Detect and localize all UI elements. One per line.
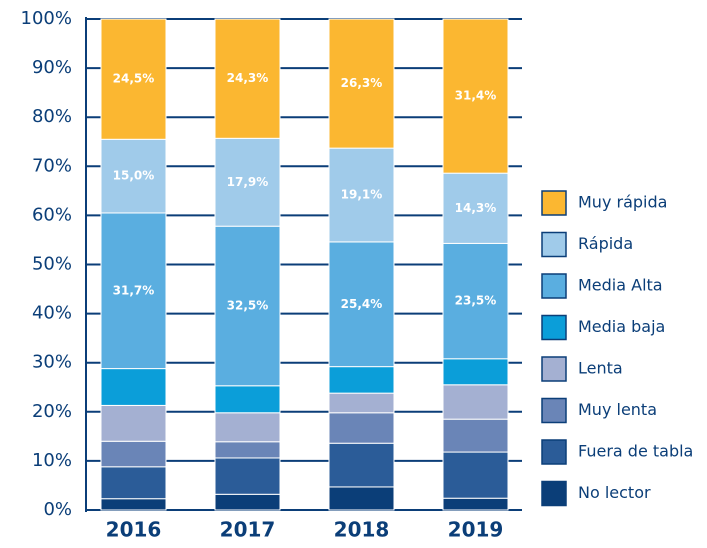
x-tick-label: 2016 <box>106 518 162 542</box>
legend-label: Muy rápida <box>578 193 667 212</box>
legend-label: Media baja <box>578 317 665 336</box>
value-label: 14,3% <box>455 201 497 215</box>
bar-segment <box>328 18 395 149</box>
bar-segment <box>442 418 509 453</box>
legend-swatch <box>541 273 567 299</box>
legend-swatch <box>541 356 567 382</box>
legend-label: Rápida <box>578 234 633 253</box>
legend-label: Lenta <box>578 359 623 378</box>
bar-segment <box>328 147 395 243</box>
y-tick-label: 80% <box>32 106 72 127</box>
bar-segment <box>328 366 395 394</box>
legend-swatch <box>541 439 567 465</box>
bar-segment <box>442 497 509 511</box>
y-tick-label: 70% <box>32 155 72 176</box>
y-tick-label: 30% <box>32 352 72 373</box>
bar-segment <box>100 498 167 511</box>
y-tick-label: 90% <box>32 57 72 78</box>
legend-swatch <box>541 231 567 258</box>
bar-segment <box>328 412 395 444</box>
bar-segment <box>100 368 167 406</box>
value-label: 15,0% <box>113 169 155 183</box>
y-tick-label: 40% <box>32 303 72 324</box>
bar-segment <box>100 404 167 442</box>
value-label: 23,5% <box>455 294 497 308</box>
legend-label: Media Alta <box>578 276 663 295</box>
bar-segment <box>100 440 167 468</box>
legend-swatch <box>541 397 567 424</box>
legend-swatch <box>541 314 567 341</box>
bar-segment <box>328 392 395 414</box>
bar-segment <box>100 138 167 214</box>
bar-segment <box>442 384 509 420</box>
bar-segment <box>214 137 281 227</box>
legend-swatch <box>541 480 567 507</box>
bar-segment <box>214 225 281 387</box>
bar-segment <box>100 212 167 370</box>
x-tick-label: 2018 <box>334 518 390 542</box>
x-tick-label: 2017 <box>220 518 276 542</box>
value-label: 17,9% <box>227 175 269 189</box>
bar-segment <box>328 442 395 488</box>
bar-segment <box>442 358 509 386</box>
x-tick-label: 2019 <box>448 518 504 542</box>
y-tick-label: 20% <box>32 401 72 422</box>
value-label: 19,1% <box>341 188 383 202</box>
legend-swatch <box>541 190 567 216</box>
bar-segment <box>100 18 167 140</box>
bar-segment <box>214 18 281 139</box>
value-label: 25,4% <box>341 297 383 311</box>
bar-segment <box>442 451 509 499</box>
bar-segment <box>328 486 395 511</box>
bar-segment <box>442 172 509 244</box>
legend-label: Muy lenta <box>578 400 657 419</box>
bar-segment <box>442 242 509 360</box>
y-tick-label: 50% <box>32 254 72 275</box>
value-label: 31,4% <box>455 89 497 103</box>
y-tick-label: 0% <box>43 499 72 520</box>
value-label: 24,5% <box>113 72 155 86</box>
bar-segment <box>214 457 281 495</box>
value-label: 32,5% <box>227 298 269 312</box>
legend-label: Fuera de tabla <box>578 442 693 461</box>
value-label: 24,3% <box>227 71 269 85</box>
value-label: 31,7% <box>113 283 155 297</box>
y-tick-label: 60% <box>32 204 72 225</box>
bar-segment <box>214 412 281 443</box>
bar-segment <box>214 385 281 414</box>
bar-segment <box>214 441 281 459</box>
bar-segment <box>100 466 167 500</box>
bar-segment <box>442 18 509 174</box>
y-tick-label: 100% <box>21 8 72 29</box>
value-label: 26,3% <box>341 76 383 90</box>
legend-label: No lector <box>578 483 651 502</box>
bar-segment <box>214 493 281 511</box>
y-tick-label: 10% <box>32 450 72 471</box>
